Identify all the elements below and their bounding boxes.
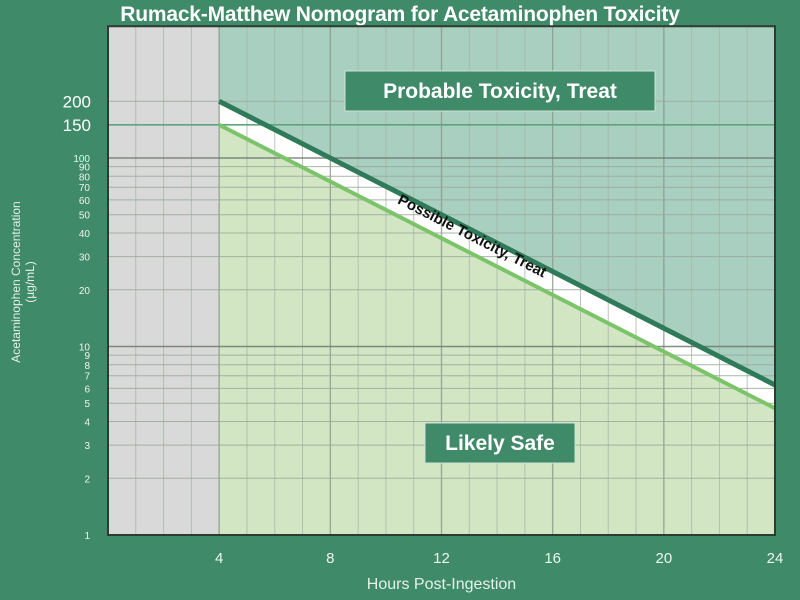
x-tick-label: 12 [433,550,450,567]
y-tick-label: 20 [79,286,91,297]
x-axis-label: Hours Post-Ingestion [366,576,517,593]
y-tick-label: 90 [79,163,91,174]
y-axis-label: Acetaminophen Concentration (µg/mL) [9,147,37,417]
y-tick-label: 3 [84,441,90,452]
y-tick-label: 8 [84,361,90,372]
y-tick-label: 10 [79,343,91,354]
y-tick-label: 4 [84,418,90,429]
y-tick-label: 80 [79,172,91,183]
likely-safe-label-box [424,422,576,464]
chart-title: Rumack-Matthew Nomogram for Acetaminophe… [120,3,680,26]
x-tick-label: 20 [655,550,672,567]
probable-toxicity-label-text: Probable Toxicity, Treat [383,80,617,103]
probable-toxicity-label-box [344,70,656,112]
y-tick-label-major: 150 [63,116,91,135]
y-tick-label: 30 [79,253,91,264]
y-tick-label: 2 [84,474,90,485]
y-tick-label: 70 [79,183,91,194]
probable-toxicity-label: Probable Toxicity, Treat [344,70,656,112]
y-tick-label: 9 [84,351,90,362]
x-tick-label: 4 [215,550,223,567]
plot-border [107,25,776,537]
y-axis-label-text: Acetaminophen Concentration [9,201,23,363]
likely-safe-label-text: Likely Safe [445,432,555,455]
x-tick-label: 8 [326,550,334,567]
y-tick-label: 7 [84,372,90,383]
y-tick-label: 5 [84,399,90,410]
y-tick-label-major: 200 [63,92,91,111]
y-tick-label: 40 [79,229,91,240]
y-axis-unit: (µg/mL) [23,261,37,303]
y-tick-label: 50 [79,211,91,222]
x-tick-label: 16 [544,550,561,567]
x-tick-label: 24 [767,550,784,567]
treatment-line-200 [218,99,777,388]
y-tick-label: 100 [73,154,90,165]
y-tick-label: 60 [79,196,91,207]
y-tick-label: 6 [84,384,90,395]
treatment-line-150 [218,123,776,411]
y-tick-label: 1 [84,531,90,542]
likely-safe-label: Likely Safe [424,422,576,464]
